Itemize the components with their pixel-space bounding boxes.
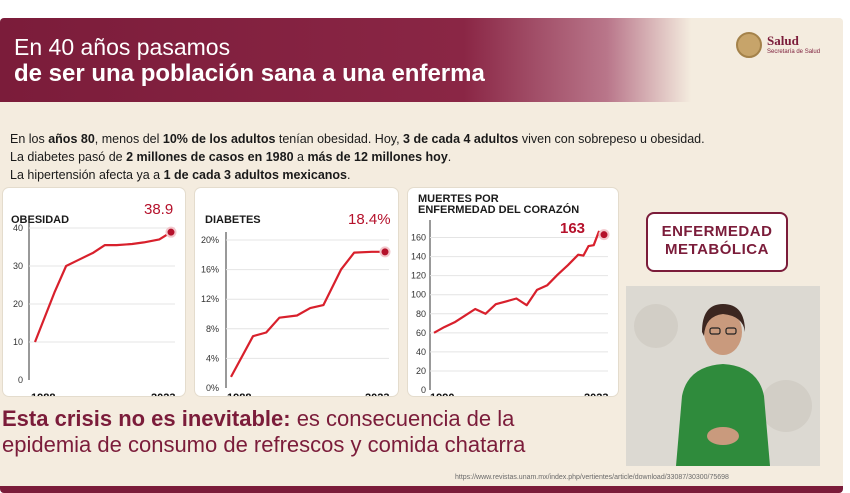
last-point-marker bbox=[165, 226, 177, 238]
heart-chart: 0 20 40 60 80 100 120 140 160 1990 2023 bbox=[411, 220, 610, 396]
footer-bar bbox=[0, 486, 843, 493]
intro-line-3: La hipertensión afecta ya a 1 de cada 3 … bbox=[10, 168, 351, 182]
sign-language-interpreter-video bbox=[626, 286, 820, 466]
intro-text: En los años 80, menos del 10% de los adu… bbox=[10, 130, 830, 184]
series-line bbox=[433, 230, 605, 334]
x-tick-label: 2023 bbox=[365, 392, 389, 396]
badge-line-2: METABÓLICA bbox=[665, 241, 769, 258]
obesity-chart-panel: OBESIDAD 38.9 0 10 20 30 40 1988 2023 bbox=[3, 188, 185, 396]
y-tick-label: 80 bbox=[416, 309, 426, 319]
y-tick-label: 16% bbox=[201, 265, 219, 275]
y-tick-label: 20 bbox=[13, 299, 23, 309]
chart-title-line-2: ENFERMEDAD DEL CORAZÓN bbox=[418, 204, 580, 216]
y-tick-label: 20% bbox=[201, 235, 219, 245]
y-tick-label: 40 bbox=[13, 223, 23, 233]
y-tick-label: 8% bbox=[206, 324, 219, 334]
y-tick-label: 0% bbox=[206, 383, 219, 393]
intro-line-2: La diabetes pasó de 2 millones de casos … bbox=[10, 150, 452, 164]
x-tick-label: 2023 bbox=[151, 392, 175, 396]
chart-title: OBESIDAD bbox=[11, 214, 70, 226]
intro-line-1: En los años 80, menos del 10% de los adu… bbox=[10, 132, 705, 146]
interpreter-figure bbox=[626, 286, 820, 466]
y-tick-label: 140 bbox=[411, 252, 426, 262]
y-tick-label: 100 bbox=[411, 290, 426, 300]
y-tick-label: 160 bbox=[411, 233, 426, 243]
diabetes-chart: 0% 4% 8% 12% 16% 20% 1988 2023 bbox=[201, 232, 391, 396]
obesity-chart: 0 10 20 30 40 1988 2023 bbox=[13, 220, 177, 396]
series-line bbox=[33, 231, 172, 343]
chart-title: DIABETES bbox=[205, 214, 261, 226]
chart-highlight-value: 18.4% bbox=[348, 211, 391, 228]
conclusion-line-1: Esta crisis no es inevitable: es consecu… bbox=[2, 406, 515, 431]
chart-highlight-value: 163 bbox=[560, 220, 586, 237]
source-url: https://www.revistas.unam.mx/index.php/v… bbox=[455, 474, 729, 481]
y-tick-label: 0 bbox=[18, 375, 23, 385]
y-tick-label: 4% bbox=[206, 353, 219, 363]
y-tick-label: 0 bbox=[421, 385, 426, 395]
y-tick-label: 120 bbox=[411, 271, 426, 281]
y-tick-label: 60 bbox=[416, 328, 426, 338]
metabolic-disease-badge: ENFERMEDAD METABÓLICA bbox=[646, 212, 788, 272]
badge-line-1: ENFERMEDAD bbox=[661, 223, 773, 240]
x-tick-label: 1988 bbox=[31, 392, 55, 396]
slide: En 40 años pasamos de ser una población … bbox=[0, 18, 843, 493]
title-line-1: En 40 años pasamos bbox=[14, 34, 231, 60]
last-point-marker bbox=[379, 246, 391, 258]
heart-chart-panel: MUERTES POR ENFERMEDAD DEL CORAZÓN 163 0… bbox=[408, 188, 618, 396]
last-point-marker bbox=[598, 229, 610, 241]
title-line-2: de ser una población sana a una enferma bbox=[14, 60, 485, 87]
conclusion-line-2: epidemia de consumo de refrescos y comid… bbox=[2, 432, 526, 457]
x-tick-label: 2023 bbox=[584, 392, 608, 396]
salud-logo: Salud Secretaría de Salud bbox=[736, 32, 826, 62]
header-banner: En 40 años pasamos de ser una población … bbox=[0, 18, 843, 102]
y-tick-label: 12% bbox=[201, 294, 219, 304]
y-tick-label: 40 bbox=[416, 347, 426, 357]
seal-icon bbox=[736, 32, 762, 58]
chart-title-line-1: MUERTES POR bbox=[418, 193, 499, 205]
logo-subtitle: Secretaría de Salud bbox=[767, 49, 821, 55]
y-tick-label: 30 bbox=[13, 261, 23, 271]
diabetes-chart-panel: DIABETES 18.4% 0% 4% 8% 12% 16% 20% 1988 2023 bbox=[195, 188, 398, 396]
x-tick-label: 1988 bbox=[227, 392, 251, 396]
x-tick-label: 1990 bbox=[430, 392, 454, 396]
logo-name: Salud bbox=[767, 33, 799, 48]
y-tick-label: 20 bbox=[416, 366, 426, 376]
y-tick-label: 10 bbox=[13, 337, 23, 347]
chart-highlight-value: 38.9 bbox=[144, 201, 174, 218]
